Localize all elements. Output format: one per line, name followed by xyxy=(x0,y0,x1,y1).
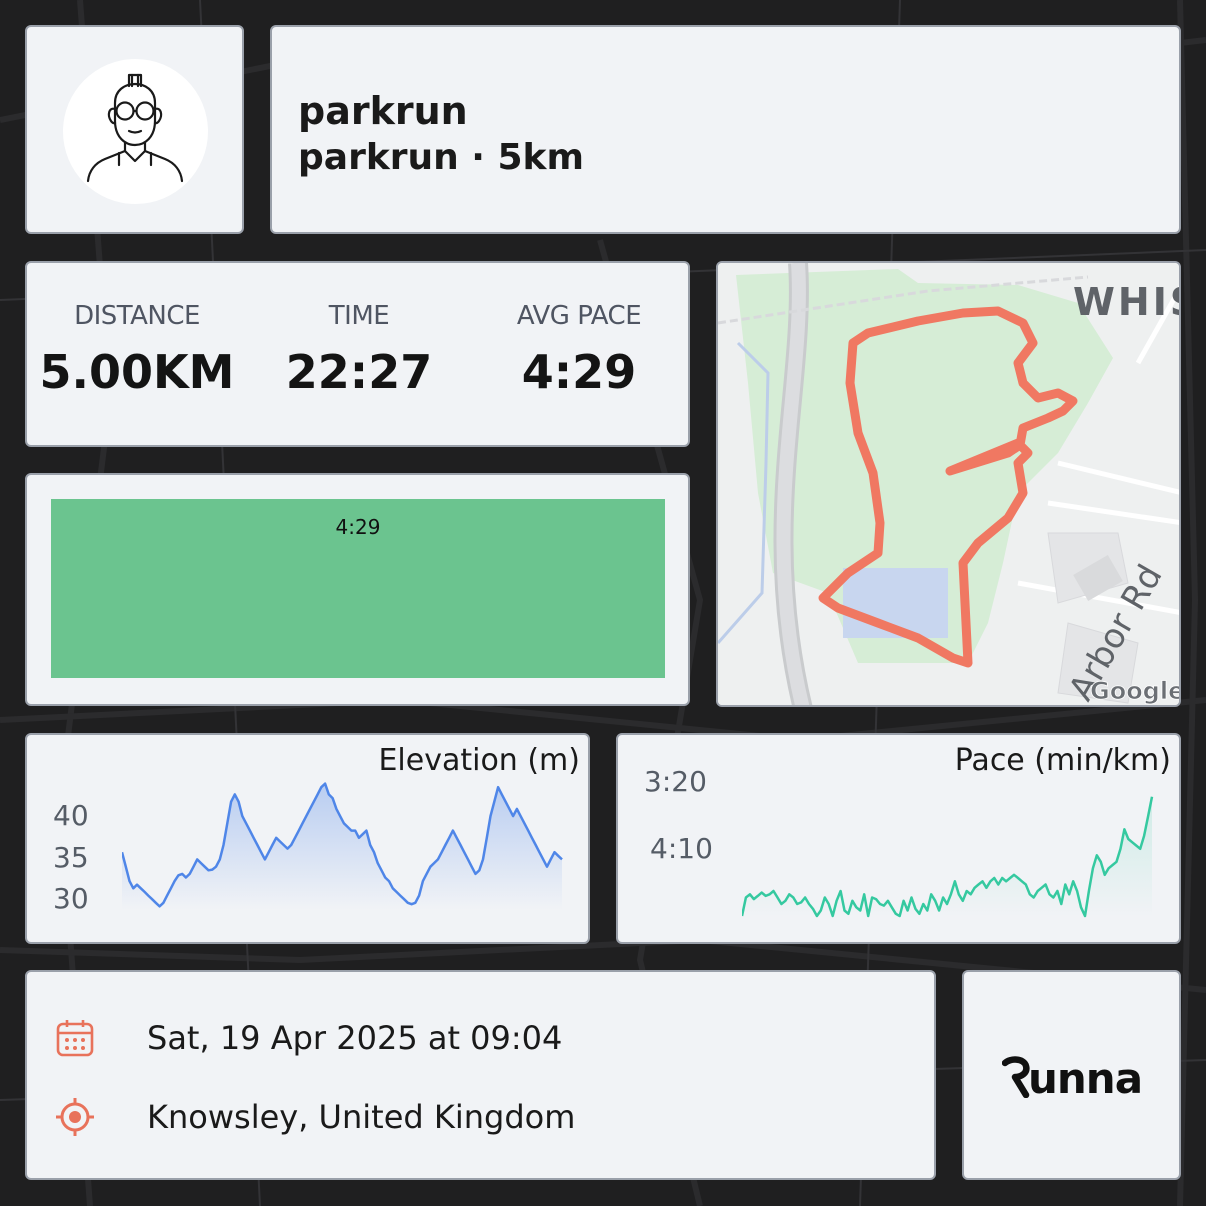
pace-chart-title: Pace (min/km) xyxy=(954,743,1171,778)
avg-pace-label: AVG PACE xyxy=(516,301,642,331)
elevation-line xyxy=(122,782,563,908)
elevation-chart: Elevation (m) 40 35 30 xyxy=(25,733,590,944)
elevation-chart-title: Elevation (m) xyxy=(378,743,580,778)
runna-logo: unna xyxy=(1002,1052,1150,1103)
activity-title: parkrun xyxy=(298,89,468,133)
distance-label: DISTANCE xyxy=(74,301,200,331)
pace-y-tick: 3:20 xyxy=(644,765,707,798)
distance-stat: DISTANCE 5.00KM xyxy=(27,301,247,399)
route-path xyxy=(818,306,1078,668)
details-card: Sat, 19 Apr 2025 at 09:04 Knowsley, Unit… xyxy=(25,970,936,1180)
avg-pace-value: 4:29 xyxy=(521,345,637,399)
split-bar: 4:29 xyxy=(51,499,665,678)
elevation-y-tick: 30 xyxy=(53,882,89,915)
distance-value: 5.00KM xyxy=(39,345,235,399)
avatar[interactable] xyxy=(63,59,208,204)
stats-card: DISTANCE 5.00KM TIME 22:27 AVG PACE 4:29 xyxy=(25,261,690,447)
activity-date: Sat, 19 Apr 2025 at 09:04 xyxy=(147,1019,563,1057)
rail-line xyxy=(718,275,1089,325)
splits-card: 4:29 xyxy=(25,473,690,706)
location-row: Knowsley, United Kingdom xyxy=(55,1097,575,1137)
split-bar-label: 4:29 xyxy=(335,515,381,539)
activity-subtitle: parkrun · 5km xyxy=(298,137,585,178)
street-label-whis: WHIS xyxy=(1073,280,1181,324)
google-attribution: Google xyxy=(1090,677,1181,705)
time-label: TIME xyxy=(328,301,390,331)
pace-plot xyxy=(742,796,1154,918)
avatar-card xyxy=(25,25,244,234)
activity-location: Knowsley, United Kingdom xyxy=(147,1098,576,1136)
side-streets xyxy=(1017,285,1179,615)
pace-line xyxy=(742,796,1154,918)
avg-pace-stat: AVG PACE 4:29 xyxy=(469,301,688,399)
runna-logo-mark xyxy=(1002,1056,1030,1098)
elevation-plot xyxy=(122,782,563,910)
runna-logo-text: unna xyxy=(1028,1054,1143,1103)
activity-title-card: parkrun parkrun · 5km xyxy=(270,25,1181,234)
time-value: 22:27 xyxy=(285,345,433,399)
stream-line xyxy=(718,341,770,644)
location-target-icon xyxy=(56,1098,94,1136)
elevation-y-tick: 40 xyxy=(53,799,89,832)
user-avatar-icon xyxy=(86,73,184,183)
time-stat: TIME 22:27 xyxy=(249,301,469,399)
pace-y-tick: 4:10 xyxy=(650,832,713,865)
elevation-area xyxy=(122,783,562,910)
elevation-y-tick: 35 xyxy=(53,841,89,874)
calendar-icon xyxy=(56,1020,94,1057)
pace-area xyxy=(742,796,1152,917)
route-map[interactable]: WHIS Arbor Rd Google xyxy=(716,261,1181,707)
pace-chart: Pace (min/km) 3:20 4:10 xyxy=(616,733,1181,944)
date-row: Sat, 19 Apr 2025 at 09:04 xyxy=(55,1018,562,1058)
route-map-svg: WHIS Arbor Rd Google xyxy=(718,263,1181,705)
brand-card: unna xyxy=(962,970,1181,1180)
